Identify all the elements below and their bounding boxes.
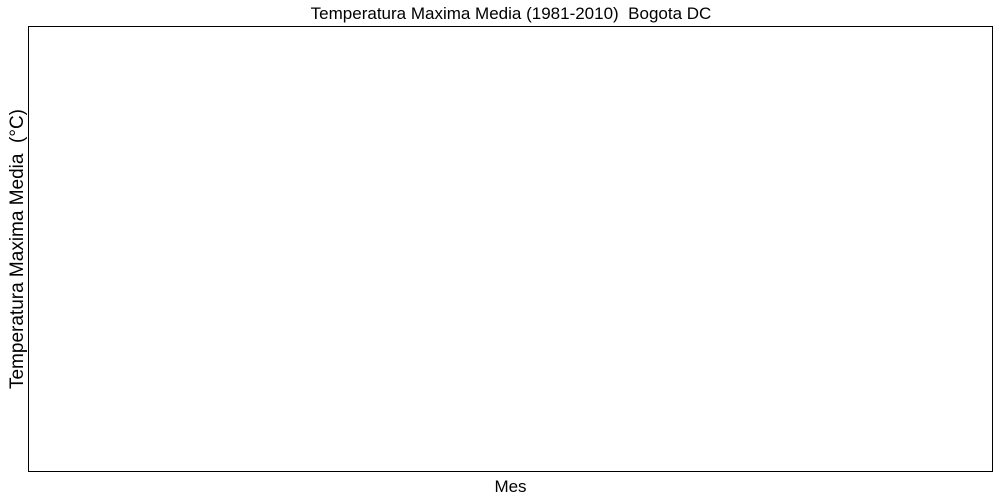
x-axis-label: Mes	[494, 477, 527, 496]
plot-area	[28, 26, 993, 472]
chart-title: Temperatura Maxima Media (1981-2010) Bog…	[310, 4, 712, 23]
plot-svg	[29, 27, 992, 471]
y-axis-label: Temperatura Maxima Media (°C)	[7, 108, 28, 390]
